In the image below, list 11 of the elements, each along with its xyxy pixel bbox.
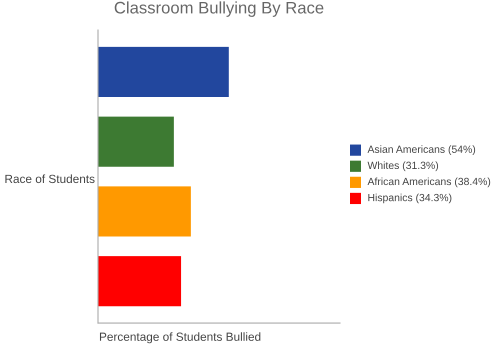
bar bbox=[98, 186, 191, 237]
text: African Americans (38.4%) bbox=[368, 177, 490, 188]
text: Percentage of Students Bullied bbox=[100, 332, 260, 344]
bar bbox=[98, 256, 182, 306]
text: Asian Americans (54%) bbox=[368, 145, 476, 155]
bar bbox=[98, 116, 174, 167]
text: Hispanics (34.3%) bbox=[368, 194, 452, 204]
bar bbox=[98, 46, 229, 98]
chart-title: Classroom Bullying By Race bbox=[114, 1, 324, 17]
text: Whites (31.3%) bbox=[368, 161, 438, 172]
text: Race of Students bbox=[5, 174, 95, 184]
